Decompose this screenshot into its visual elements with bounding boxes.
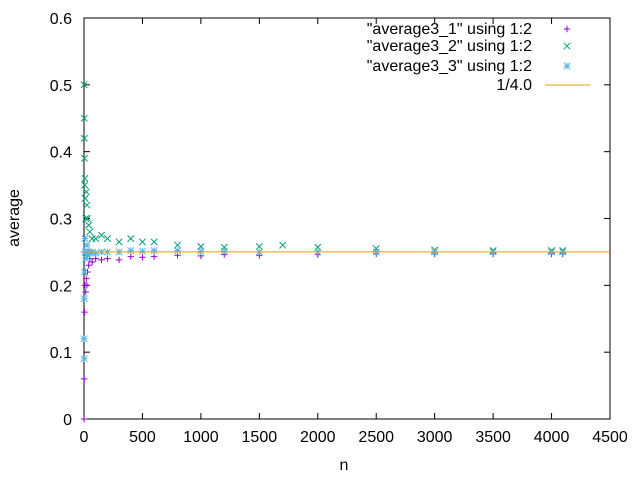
legend-key xyxy=(563,42,571,50)
data-point xyxy=(103,234,111,243)
legend-label: "average3_2" using 1:2 xyxy=(367,38,532,55)
x-tick-label: 1000 xyxy=(183,429,219,446)
y-tick-label: 0.4 xyxy=(50,145,72,162)
data-point xyxy=(80,355,88,363)
data-point xyxy=(81,181,89,189)
data-point xyxy=(563,62,571,70)
data-point xyxy=(98,256,105,264)
data-point xyxy=(127,253,134,260)
data-point xyxy=(83,201,91,209)
data-point xyxy=(80,114,88,122)
data-point xyxy=(139,254,146,261)
data-point xyxy=(138,247,146,255)
data-point xyxy=(80,415,88,423)
data-point xyxy=(82,288,89,296)
data-point xyxy=(88,258,96,266)
data-point xyxy=(92,249,100,257)
x-tick-label: 1500 xyxy=(242,429,278,446)
data-point xyxy=(80,295,88,303)
data-point xyxy=(173,241,182,249)
data-point xyxy=(150,247,158,255)
data-point xyxy=(81,375,88,383)
y-tick-label: 0.2 xyxy=(50,278,72,295)
data-point xyxy=(82,214,90,223)
data-point xyxy=(563,25,571,33)
legend: "average3_1" using 1:2"average3_2" using… xyxy=(367,21,590,94)
data-point xyxy=(81,308,88,316)
data-point xyxy=(81,234,89,243)
data-point xyxy=(81,268,89,276)
data-point xyxy=(197,247,205,255)
data-point xyxy=(127,234,135,243)
data-point xyxy=(255,243,263,251)
x-tick-label: 2500 xyxy=(358,429,394,446)
y-axis-label: average xyxy=(6,189,23,247)
legend-key xyxy=(563,25,571,33)
data-point xyxy=(83,241,91,249)
legend-label: "average3_1" using 1:2 xyxy=(367,21,532,38)
legend-label: "average3_3" using 1:2 xyxy=(367,58,532,75)
data-point xyxy=(127,247,135,255)
data-point xyxy=(80,335,88,343)
data-point xyxy=(92,234,100,243)
y-tick-label: 0.5 xyxy=(50,78,72,95)
data-point xyxy=(83,214,92,223)
data-point xyxy=(88,234,96,243)
y-tick-label: 0.1 xyxy=(50,345,72,362)
series-2 xyxy=(80,81,567,255)
data-point xyxy=(97,231,106,239)
data-point xyxy=(85,221,93,229)
x-tick-label: 2000 xyxy=(300,429,336,446)
data-point xyxy=(115,238,123,246)
data-point xyxy=(115,256,123,264)
data-point xyxy=(85,262,92,269)
data-point xyxy=(150,253,158,260)
data-point xyxy=(563,42,571,50)
data-point xyxy=(81,194,89,203)
data-point xyxy=(80,134,88,142)
data-point xyxy=(81,174,89,182)
data-point xyxy=(86,228,94,236)
data-point xyxy=(80,81,88,89)
y-tick-label: 0.6 xyxy=(50,11,72,28)
x-tick-label: 3500 xyxy=(475,429,511,446)
data-point xyxy=(220,247,228,255)
data-point xyxy=(104,255,111,262)
x-tick-label: 3000 xyxy=(417,429,453,446)
data-point xyxy=(150,238,158,246)
x-tick-label: 500 xyxy=(129,429,156,446)
axis-ticks: 0 500 1000 1500 2000 2500 3000 3500 4000 4500 0 0.1… xyxy=(50,11,628,446)
x-tick-label: 4500 xyxy=(592,429,628,446)
data-point xyxy=(138,238,146,246)
series-1 xyxy=(80,248,566,423)
legend-key xyxy=(563,62,571,70)
data-point xyxy=(82,188,90,196)
data-point xyxy=(86,249,94,257)
y-tick-label: 0 xyxy=(63,412,72,429)
legend-label: 1/4.0 xyxy=(496,77,532,94)
x-axis-label: n xyxy=(340,457,349,474)
y-tick-label: 0.3 xyxy=(50,212,72,229)
data-point xyxy=(80,154,89,162)
data-point xyxy=(173,247,182,255)
data-point xyxy=(82,255,90,263)
data-point xyxy=(92,255,99,262)
data-point xyxy=(83,275,90,282)
x-tick-label: 4000 xyxy=(534,429,570,446)
data-point xyxy=(279,241,287,249)
data-point xyxy=(83,282,91,289)
series-layer xyxy=(80,81,610,423)
x-tick-label: 0 xyxy=(80,429,89,446)
data-point xyxy=(372,245,380,253)
